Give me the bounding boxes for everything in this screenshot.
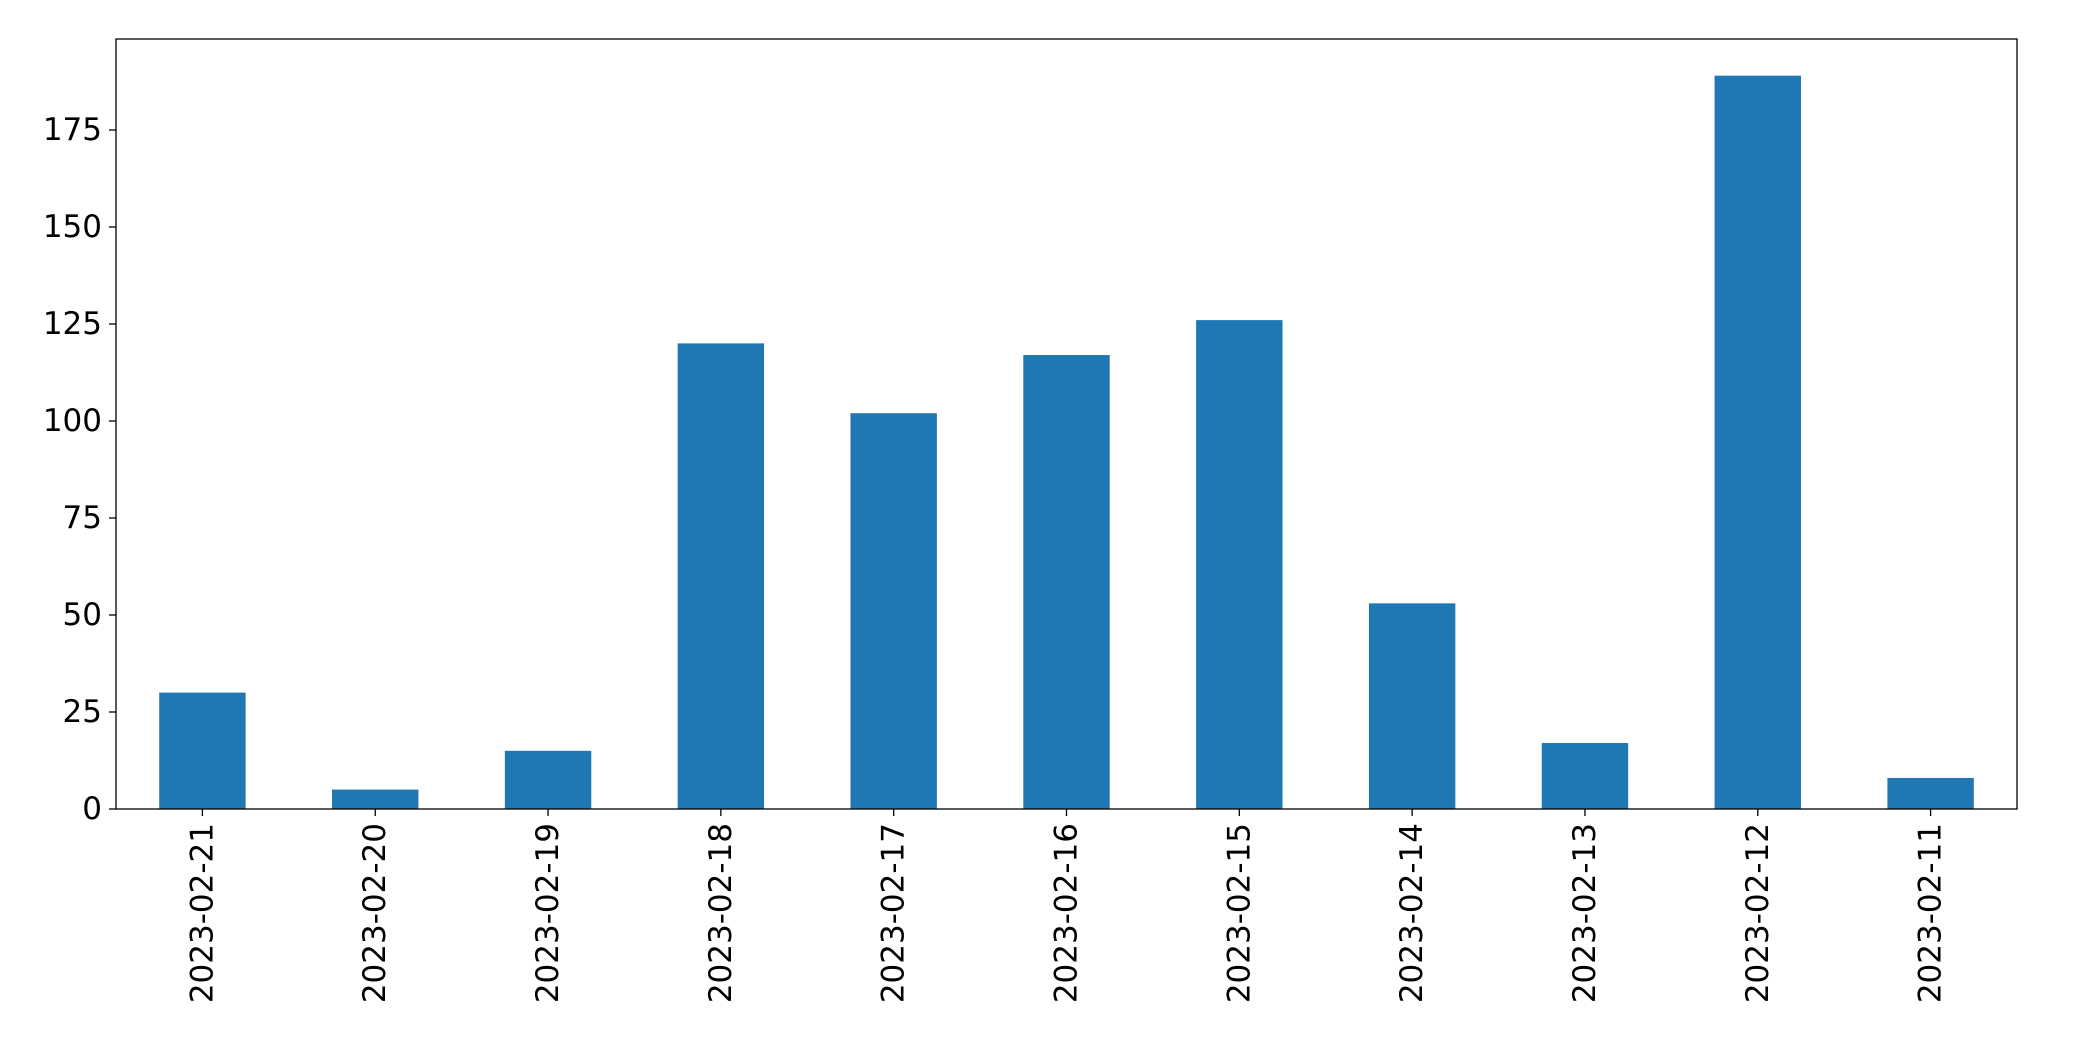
- bar-2023-02-19: [504, 750, 592, 809]
- x-tick-label: 2023-02-14: [1394, 823, 1430, 1003]
- x-axis: 2023-02-21 2023-02-20 2023-02-19 2023-02-18…: [184, 809, 1949, 1003]
- bar-2023-02-15: [1196, 320, 1283, 809]
- y-axis: 0 25 50 75 100 125 150 175: [43, 112, 116, 827]
- y-tick-label: 100: [43, 403, 102, 439]
- x-tick-label: 2023-02-12: [1740, 823, 1776, 1003]
- bar-2023-02-12: [1714, 75, 1801, 809]
- y-tick-label: 0: [82, 791, 102, 827]
- x-tick-label: 2023-02-21: [184, 823, 220, 1003]
- x-tick-label: 2023-02-13: [1567, 823, 1603, 1003]
- y-tick-label: 25: [63, 694, 102, 730]
- y-tick-label: 125: [43, 306, 102, 342]
- bar-2023-02-16: [1023, 355, 1110, 809]
- x-tick-label: 2023-02-16: [1049, 823, 1085, 1003]
- y-tick-label: 150: [43, 209, 102, 245]
- bars: [159, 75, 1974, 809]
- plot-frame: [115, 38, 2018, 810]
- x-tick-label: 2023-02-18: [703, 823, 739, 1003]
- x-tick-label: 2023-02-20: [357, 823, 393, 1003]
- x-tick-label: 2023-02-15: [1221, 823, 1257, 1003]
- bar-2023-02-13: [1541, 743, 1629, 809]
- bar-2023-02-21: [159, 692, 246, 809]
- bar-2023-02-11: [1887, 777, 1974, 809]
- y-tick-label: 50: [63, 597, 102, 633]
- x-tick-label: 2023-02-19: [530, 823, 566, 1003]
- bar-2023-02-18: [677, 343, 765, 809]
- bar-2023-02-17: [850, 413, 937, 809]
- y-tick-label: 175: [43, 112, 102, 148]
- x-tick-label: 2023-02-11: [1913, 823, 1949, 1003]
- bar-2023-02-14: [1368, 603, 1456, 809]
- x-tick-label: 2023-02-17: [876, 823, 912, 1003]
- y-tick-label: 75: [63, 500, 102, 536]
- bar-2023-02-20: [332, 789, 419, 809]
